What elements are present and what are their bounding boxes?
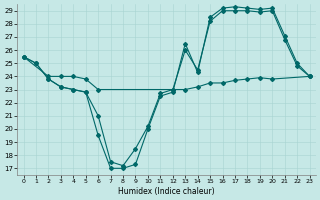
- X-axis label: Humidex (Indice chaleur): Humidex (Indice chaleur): [118, 187, 215, 196]
